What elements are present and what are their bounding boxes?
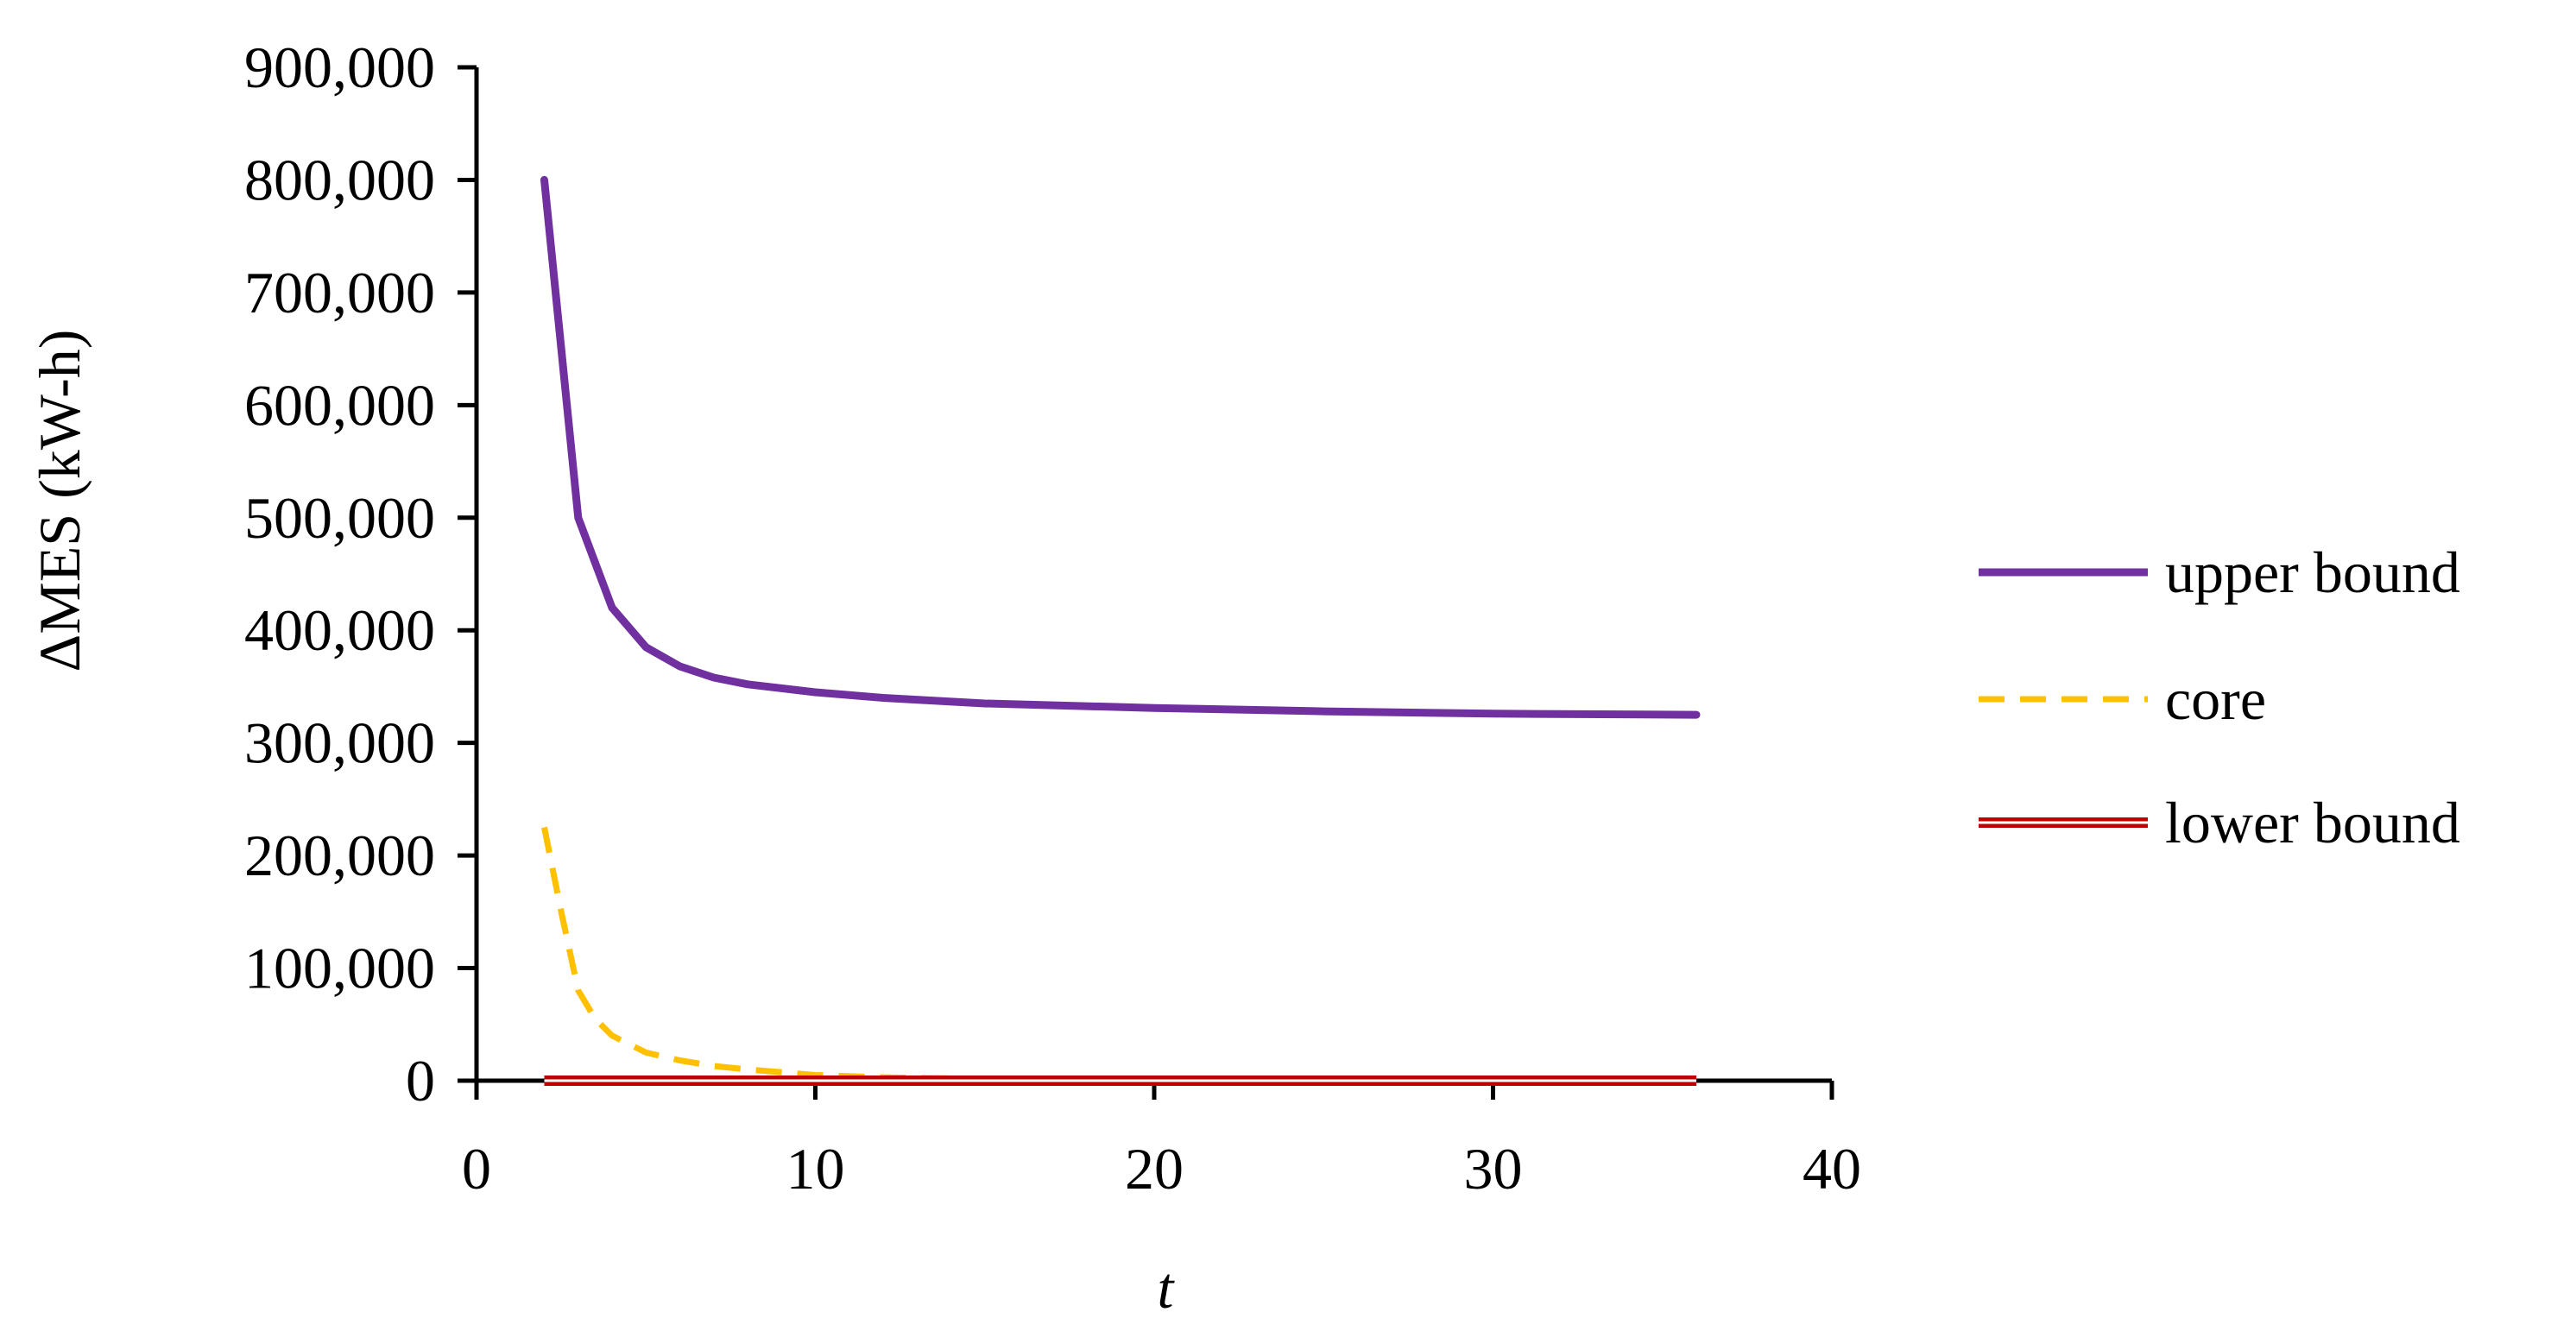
series-line-core <box>541 826 1697 1084</box>
y-tick-label: 800,000 <box>244 147 435 212</box>
legend-item-upper-bound: upper bound <box>1979 539 2460 605</box>
y-tick-label: 300,000 <box>244 710 435 776</box>
legend-label: upper bound <box>2165 539 2460 605</box>
axes <box>458 65 1834 1100</box>
y-tick-label: 400,000 <box>244 597 435 663</box>
x-tick-label: 40 <box>1803 1136 1861 1202</box>
y-tick-label: 900,000 <box>244 35 435 100</box>
legend: upper bound core lower bound <box>1979 539 2460 855</box>
y-tick-label: 600,000 <box>244 372 435 438</box>
y-tick-label: 100,000 <box>244 936 435 1001</box>
legend-label: core <box>2165 666 2266 732</box>
x-tick-label: 0 <box>462 1136 491 1202</box>
y-tick-label: 700,000 <box>244 260 435 325</box>
y-tick-label: 500,000 <box>244 485 435 551</box>
series-line-upper-bound <box>540 175 1701 719</box>
x-tick-label: 30 <box>1464 1136 1523 1202</box>
x-axis-title: t <box>1158 1255 1176 1321</box>
y-axis-title: ΔMES (kW-h) <box>27 330 92 672</box>
legend-item-lower-bound: lower bound <box>1979 790 2460 855</box>
x-tick-label: 20 <box>1125 1136 1184 1202</box>
legend-label: lower bound <box>2165 790 2460 855</box>
legend-item-core: core <box>1979 666 2266 732</box>
y-tick-label: 200,000 <box>244 823 435 888</box>
x-tick-label: 10 <box>786 1136 845 1202</box>
x-tick-labels: 0 10 20 30 40 <box>462 1136 1861 1202</box>
series-layer <box>540 175 1701 1086</box>
y-tick-label: 0 <box>406 1048 435 1113</box>
y-tick-labels: 0 100,000 200,000 300,000 400,000 500,000 600,… <box>244 35 435 1113</box>
